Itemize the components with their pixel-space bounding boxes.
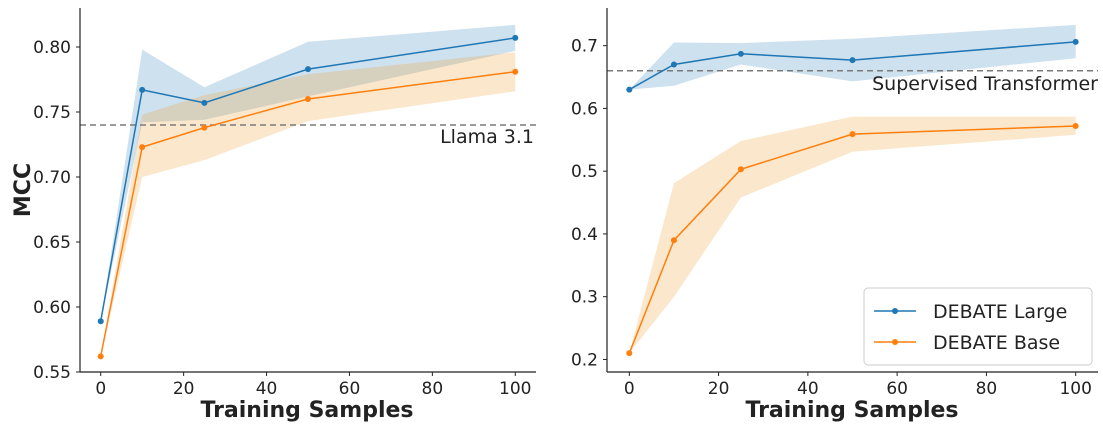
left-point-series-1 xyxy=(201,99,208,106)
legend-marker-debate-large xyxy=(892,308,898,314)
right-x-tick-label: 20 xyxy=(708,379,730,399)
right-x-tick-label: 100 xyxy=(1059,379,1091,399)
left-y-tick-label: 0.75 xyxy=(33,103,71,123)
right-point-series-2 xyxy=(849,131,856,138)
right-x-tick-label: 40 xyxy=(797,379,819,399)
left-point-series-2 xyxy=(512,68,519,75)
left-x-tick-label: 20 xyxy=(173,379,195,399)
right-y-tick-label: 0.6 xyxy=(571,99,598,119)
right-reference-label: Supervised Transformer xyxy=(872,73,1098,95)
left-point-series-1 xyxy=(305,66,311,73)
left-band-series-1 xyxy=(100,24,516,322)
right-point-series-1 xyxy=(1072,38,1079,45)
left-point-series-2 xyxy=(97,353,104,360)
right-band-series-2 xyxy=(629,116,1076,354)
left-x-tick-label: 40 xyxy=(256,379,278,399)
legend-box xyxy=(863,287,1093,366)
legend-marker-debate-base xyxy=(892,339,898,345)
right-plot-area: 0 20 40 60 80 100 0.2 0.3 0.4 0.5 0.6 0.7 xyxy=(571,8,1098,399)
legend: DEBATE Large DEBATE Base xyxy=(863,287,1093,366)
right-point-series-2 xyxy=(1072,122,1079,129)
right-point-series-1 xyxy=(849,57,856,64)
left-point-series-2 xyxy=(201,124,208,131)
right-y-tick-label: 0.4 xyxy=(571,225,598,245)
left-y-tick-label: 0.80 xyxy=(33,38,71,58)
left-point-series-1 xyxy=(139,86,146,93)
left-reference-label: Llama 3.1 xyxy=(440,126,534,148)
left-x-tick-label: 0 xyxy=(95,379,106,399)
left-y-tick-label: 0.60 xyxy=(33,298,71,318)
right-y-tick-label: 0.3 xyxy=(571,288,598,308)
right-point-series-2 xyxy=(626,350,633,357)
left-chart-panel: 0 20 40 60 80 100 0.55 0.60 0.65 0.70 0.75 0.80 MCC… xyxy=(11,8,536,423)
left-y-tick-label: 0.65 xyxy=(33,233,71,253)
left-x-tick-label: 100 xyxy=(499,379,531,399)
right-x-tick-label: 0 xyxy=(624,379,635,399)
right-y-tick-label: 0.5 xyxy=(571,162,598,182)
right-point-series-2 xyxy=(737,166,744,173)
right-y-tick-label: 0.2 xyxy=(571,350,598,370)
left-plot-area: 0 20 40 60 80 100 0.55 0.60 0.65 0.70 0.75 0.80 xyxy=(33,8,536,399)
legend-label-debate-base: DEBATE Base xyxy=(933,332,1060,354)
right-point-series-1 xyxy=(626,86,633,93)
left-y-axis-title: MCC xyxy=(11,163,36,217)
left-x-tick-label: 80 xyxy=(422,379,444,399)
right-point-series-1 xyxy=(670,61,677,68)
left-x-tick-label: 60 xyxy=(339,379,361,399)
left-point-series-1 xyxy=(97,318,104,325)
left-x-axis-title: Training Samples xyxy=(200,398,413,423)
right-chart-panel: 0 20 40 60 80 100 0.2 0.3 0.4 0.5 0.6 0.7 Training … xyxy=(571,8,1098,423)
left-point-series-2 xyxy=(139,144,146,151)
right-point-series-2 xyxy=(670,237,677,244)
left-y-tick-label: 0.55 xyxy=(33,363,71,383)
left-y-tick-label: 0.70 xyxy=(33,168,71,188)
left-point-series-1 xyxy=(512,34,519,41)
right-point-series-1 xyxy=(737,50,744,57)
left-point-series-2 xyxy=(305,96,311,102)
legend-label-debate-large: DEBATE Large xyxy=(933,301,1067,323)
right-x-tick-label: 80 xyxy=(976,379,998,399)
right-y-tick-label: 0.7 xyxy=(571,37,598,57)
right-x-tick-label: 60 xyxy=(886,379,908,399)
right-x-axis-title: Training Samples xyxy=(745,398,958,423)
